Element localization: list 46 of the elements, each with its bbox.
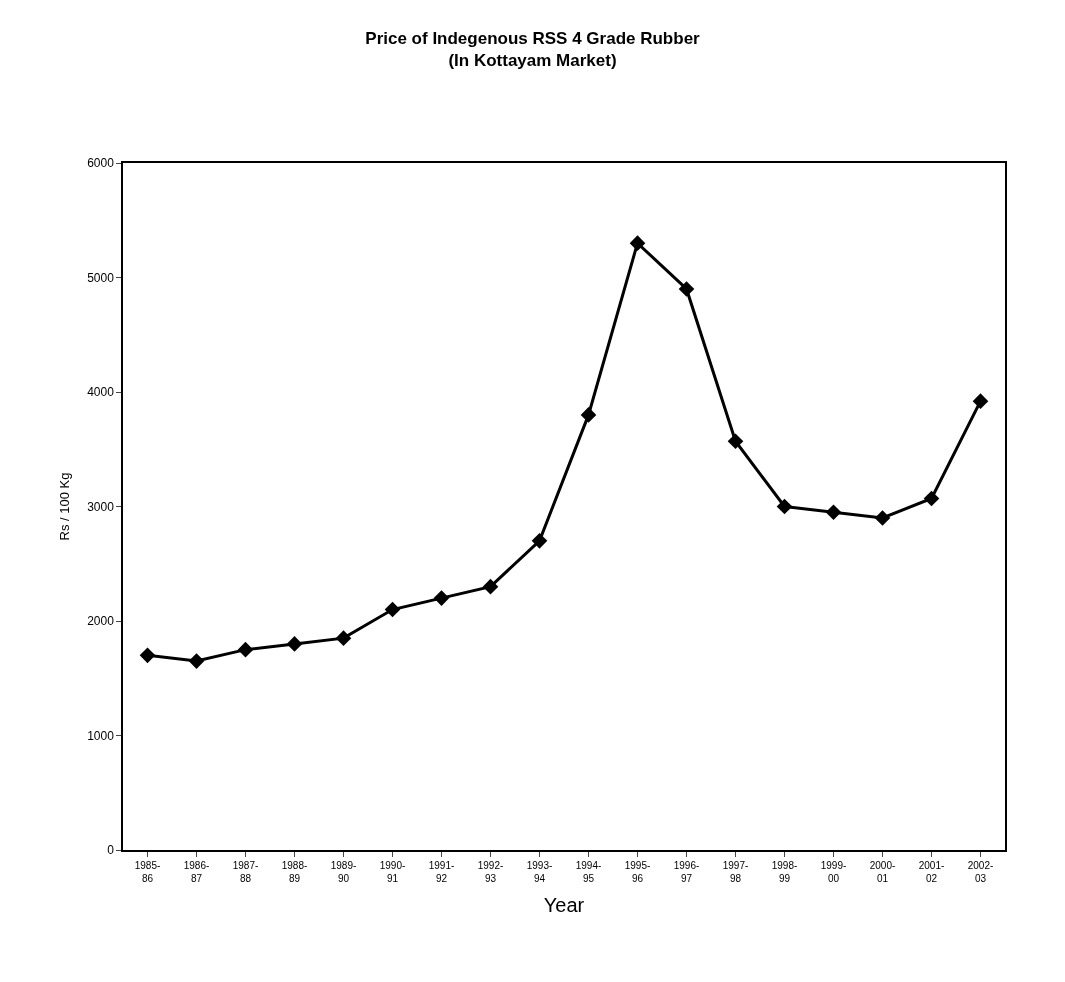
point <box>188 653 205 669</box>
point <box>139 647 156 664</box>
point <box>972 393 989 409</box>
x-tick-label: 1985-86 <box>134 859 161 884</box>
point <box>825 504 842 521</box>
point <box>629 235 646 251</box>
x-tick-label: 1996-97 <box>673 859 700 884</box>
x-tick-label: 1995-96 <box>624 859 651 884</box>
x-tick-label: 2000-01 <box>869 859 896 884</box>
y-axis-title: Rs / 100 Kg <box>56 472 72 541</box>
y-tick-label: 5000 <box>87 270 115 285</box>
y-tick-label: 0 <box>107 843 115 858</box>
point <box>776 498 793 515</box>
y-tick-label: 3000 <box>87 499 115 514</box>
x-axis-title: Year <box>543 893 585 916</box>
x-tick-label: 2001-02 <box>918 859 945 884</box>
x-tick-label: 1990-91 <box>379 859 406 884</box>
point <box>531 533 548 549</box>
y-tick-label: 2000 <box>87 614 115 629</box>
point <box>482 578 499 595</box>
x-tick-label: 1992-93 <box>477 859 504 884</box>
point <box>678 281 695 297</box>
x-tick-label: 1989-90 <box>330 859 357 884</box>
y-tick-label: 1000 <box>87 728 115 743</box>
chart-title: Price of Indegenous RSS 4 Grade Rubber (In Kottayam Market) <box>365 29 701 71</box>
x-tick-label: 2002-03 <box>967 859 994 884</box>
x-tick-label: 1991-92 <box>428 859 455 884</box>
x-tick-label: 1994-95 <box>575 859 602 884</box>
point <box>923 490 940 507</box>
x-tick-label: 1993-94 <box>526 859 553 884</box>
y-tick-label: 6000 <box>87 156 115 171</box>
x-tick-label: 1998-99 <box>771 859 798 884</box>
point <box>727 433 744 450</box>
point <box>874 510 891 526</box>
point <box>286 636 303 652</box>
point <box>580 407 597 423</box>
x-tick-label: 1999-00 <box>820 859 847 884</box>
x-tick-label: 1988-89 <box>281 859 308 884</box>
point <box>433 590 450 606</box>
x-tick-label: 1986-87 <box>183 859 210 884</box>
point <box>384 601 401 618</box>
y-tick-label: 4000 <box>87 385 115 400</box>
x-tick-label: 1997-98 <box>722 859 749 884</box>
point <box>237 641 254 658</box>
point <box>335 630 352 646</box>
x-tick-label: 1987-88 <box>232 859 259 884</box>
